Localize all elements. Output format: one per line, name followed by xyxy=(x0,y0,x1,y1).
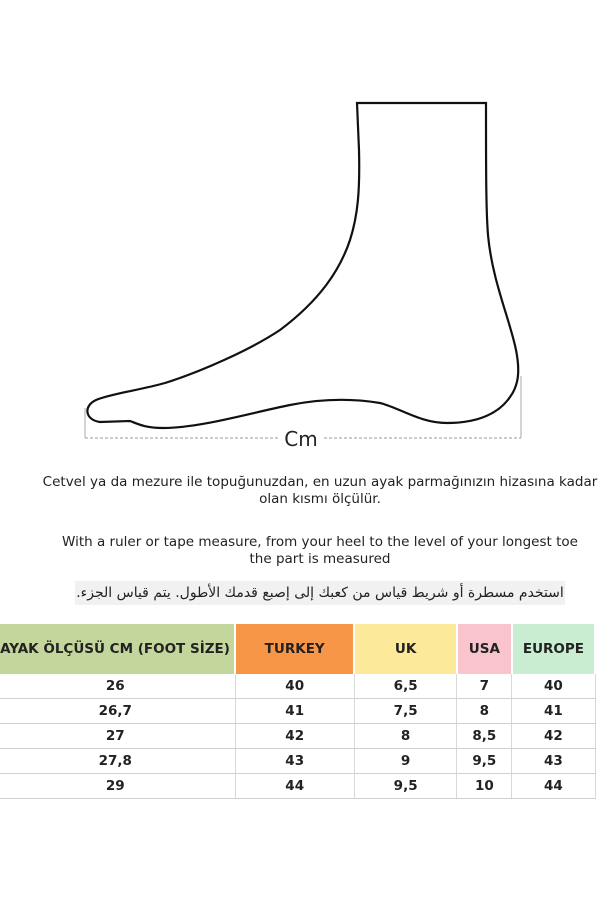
header-usa: USA xyxy=(456,624,513,674)
cell-usa: 8 xyxy=(456,698,513,724)
turkish-instruction-line1: Cetvel ya da mezure ile topuğunuzdan, en… xyxy=(42,474,598,490)
cell-europe: 41 xyxy=(511,698,596,724)
measure-label: Cm xyxy=(284,427,317,451)
arabic-instruction: استخدم مسطرة أو شريط قياس من كعبك إلى إص… xyxy=(75,581,565,605)
cell-uk: 6,5 xyxy=(354,674,458,699)
table-row: 27,8 43 9 9,5 43 xyxy=(0,748,596,774)
table-header-row: AYAK ÖLÇÜSÜ CM (FOOT SİZE) TURKEY UK USA… xyxy=(0,624,597,674)
header-foot-size: AYAK ÖLÇÜSÜ CM (FOOT SİZE) xyxy=(0,624,236,674)
cell-foot-size: 26,7 xyxy=(0,698,236,724)
cell-foot-size: 26 xyxy=(0,674,236,699)
cell-foot-size: 27,8 xyxy=(0,748,236,774)
cell-turkey: 42 xyxy=(235,723,355,749)
table-row: 26 40 6,5 7 40 xyxy=(0,674,596,699)
cell-turkey: 41 xyxy=(235,698,355,724)
foot-illustration: Cm xyxy=(84,101,522,451)
cell-europe: 40 xyxy=(511,674,596,699)
cell-uk: 7,5 xyxy=(354,698,458,724)
header-europe: EUROPE xyxy=(511,624,597,674)
cell-europe: 44 xyxy=(511,773,596,799)
table-row: 27 42 8 8,5 42 xyxy=(0,723,596,749)
cell-usa: 7 xyxy=(456,674,513,699)
header-uk: UK xyxy=(354,624,458,674)
cell-foot-size: 29 xyxy=(0,773,236,799)
turkish-instruction-line2: olan kısmı ölçülür. xyxy=(259,491,381,507)
cell-usa: 8,5 xyxy=(456,723,513,749)
cell-uk: 8 xyxy=(354,723,458,749)
cell-europe: 42 xyxy=(511,723,596,749)
cell-uk: 9,5 xyxy=(354,773,458,799)
english-instruction-line1: With a ruler or tape measure, from your … xyxy=(62,534,578,550)
size-table: AYAK ÖLÇÜSÜ CM (FOOT SİZE) TURKEY UK USA… xyxy=(0,624,597,799)
cell-uk: 9 xyxy=(354,748,458,774)
cell-usa: 10 xyxy=(456,773,513,799)
cell-turkey: 40 xyxy=(235,674,355,699)
english-instruction-line2: the part is measured xyxy=(249,551,391,567)
foot-outline xyxy=(86,101,520,430)
cell-usa: 9,5 xyxy=(456,748,513,774)
cell-europe: 43 xyxy=(511,748,596,774)
cell-turkey: 44 xyxy=(235,773,355,799)
table-row: 29 44 9,5 10 44 xyxy=(0,773,596,799)
cell-foot-size: 27 xyxy=(0,723,236,749)
cell-turkey: 43 xyxy=(235,748,355,774)
header-turkey: TURKEY xyxy=(235,624,356,674)
table-row: 26,7 41 7,5 8 41 xyxy=(0,698,596,724)
